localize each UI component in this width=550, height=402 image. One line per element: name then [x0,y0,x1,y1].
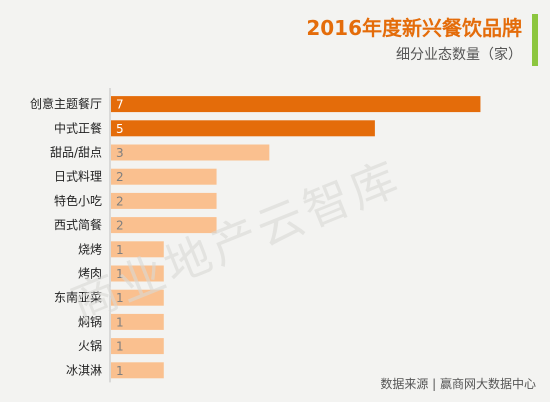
data-label: 5 [116,122,124,136]
bar [111,96,481,113]
bar [111,168,217,185]
bar [111,313,164,330]
category-label: 中式正餐 [54,120,102,135]
category-label: 特色小吃 [54,193,102,208]
category-label: 烧烤 [78,241,102,256]
category-label: 东南亚菜 [54,290,102,305]
data-label: 1 [116,364,124,378]
category-label: 冰淇淋 [66,363,102,377]
bar [111,289,164,306]
data-label: 3 [116,146,124,160]
data-label: 1 [116,315,124,329]
data-label: 1 [116,243,124,257]
data-label: 1 [116,340,124,354]
data-label: 1 [116,291,124,305]
bar [111,241,164,258]
chart-title: 2016年度新兴餐饮品牌 [306,16,522,40]
bar [111,217,217,234]
category-label: 创意主题餐厅 [30,96,102,111]
bar [111,144,270,161]
data-label: 7 [116,98,124,112]
accent-bar [532,14,538,66]
bar [111,338,164,355]
category-label: 火锅 [78,338,102,353]
category-label: 烤肉 [78,266,102,281]
category-label: 西式简餐 [54,217,102,232]
bar [111,120,375,137]
data-label: 2 [116,219,124,233]
bar [111,192,217,209]
data-source: 数据来源 | 赢商网大数据中心 [380,377,536,391]
data-label: 2 [116,194,124,208]
data-label: 1 [116,267,124,281]
data-label: 2 [116,170,124,184]
chart-subtitle: 细分业态数量（家） [396,47,522,63]
category-label: 焖锅 [78,314,102,329]
category-label: 甜品/甜点 [50,146,102,160]
bar [111,362,164,379]
bar [111,265,164,282]
category-label: 日式料理 [54,170,102,184]
